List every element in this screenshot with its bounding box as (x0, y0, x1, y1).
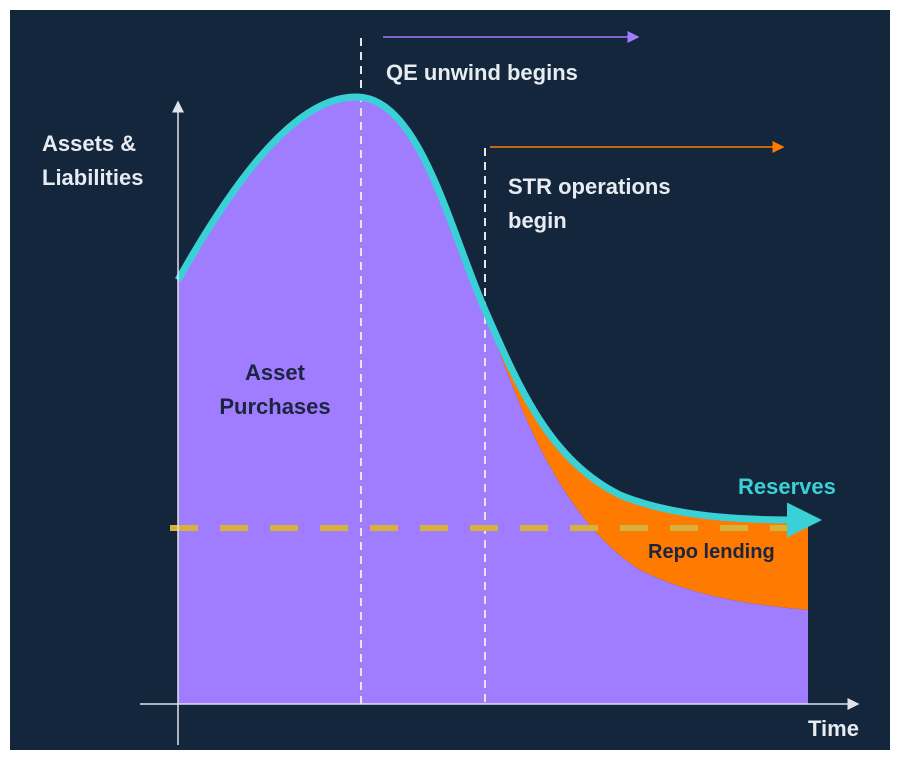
region-label: Repo lending (648, 541, 775, 563)
y-axis-label: Assets & Liabilities (42, 131, 144, 190)
asset-area (178, 96, 808, 705)
region-label: Asset Purchases (219, 360, 331, 419)
x-axis-label: Time (808, 716, 859, 741)
reserves-line (174, 93, 822, 538)
annotation: QE unwind begins (386, 60, 578, 85)
annotation: STR operations begin (508, 174, 671, 233)
repo-area (485, 310, 808, 610)
line-label: Reserves (738, 474, 836, 499)
